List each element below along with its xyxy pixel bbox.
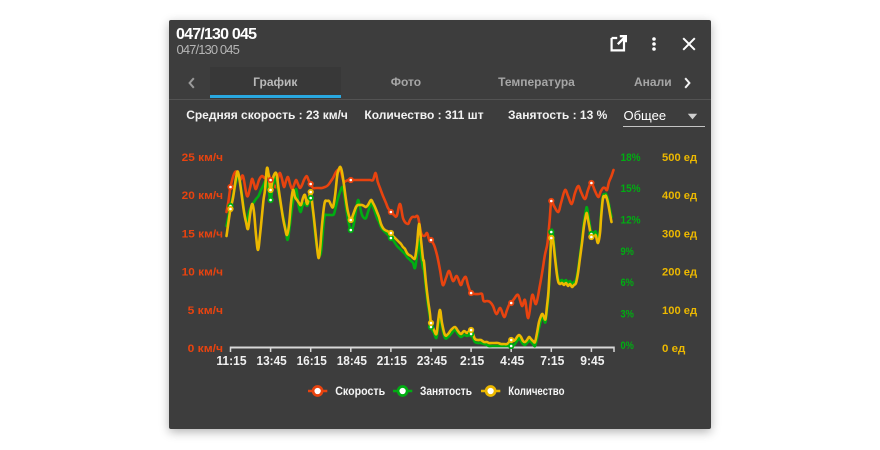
svg-text:0 км/ч: 0 км/ч <box>188 343 223 355</box>
svg-text:200 ед: 200 ед <box>662 267 697 279</box>
svg-text:0 ед: 0 ед <box>662 343 686 355</box>
svg-text:18:45: 18:45 <box>337 353 367 368</box>
svg-text:Количество: Количество <box>508 386 564 398</box>
svg-text:5 км/ч: 5 км/ч <box>188 305 223 317</box>
svg-text:11:15: 11:15 <box>216 353 246 368</box>
svg-text:18%: 18% <box>621 152 641 164</box>
svg-text:13:45: 13:45 <box>257 353 287 368</box>
svg-text:10 км/ч: 10 км/ч <box>182 267 223 279</box>
svg-text:Занятость: Занятость <box>420 386 472 398</box>
svg-text:15%: 15% <box>621 183 641 195</box>
svg-text:6%: 6% <box>621 277 635 289</box>
svg-text:21:15: 21:15 <box>377 353 407 368</box>
svg-text:2:15: 2:15 <box>460 353 484 368</box>
svg-text:16:15: 16:15 <box>297 353 327 368</box>
svg-text:100 ед: 100 ед <box>662 305 697 317</box>
svg-text:3%: 3% <box>621 309 635 321</box>
svg-text:25 км/ч: 25 км/ч <box>182 152 223 164</box>
svg-text:500 ед: 500 ед <box>662 152 697 164</box>
svg-text:15 км/ч: 15 км/ч <box>182 228 223 240</box>
svg-text:0%: 0% <box>621 340 635 352</box>
svg-text:9:45: 9:45 <box>580 353 604 368</box>
svg-text:23:45: 23:45 <box>417 353 447 368</box>
svg-text:7:15: 7:15 <box>540 353 564 368</box>
svg-text:4:45: 4:45 <box>500 353 524 368</box>
svg-text:Скорость: Скорость <box>335 386 385 398</box>
svg-text:12%: 12% <box>621 215 641 227</box>
svg-text:9%: 9% <box>621 246 635 258</box>
svg-text:400 ед: 400 ед <box>662 190 697 202</box>
svg-text:20 км/ч: 20 км/ч <box>182 190 223 202</box>
svg-text:300 ед: 300 ед <box>662 228 697 240</box>
